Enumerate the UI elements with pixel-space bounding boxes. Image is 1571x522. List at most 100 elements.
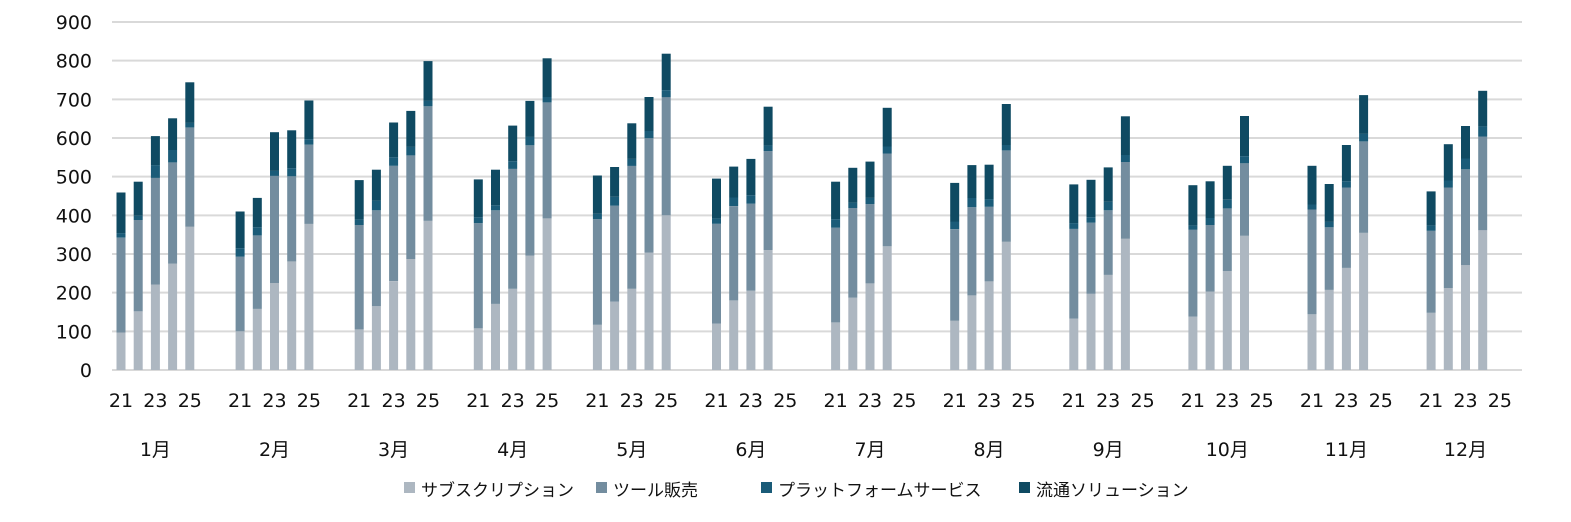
bar-2月-23-サブスクリプション	[270, 283, 279, 370]
bar-5月-22-ツール販売	[610, 205, 620, 302]
bar-3月-23-流通ソリューション	[389, 122, 399, 158]
bar-9月-21-ツール販売	[1069, 228, 1079, 319]
x-year-label-1月-25: 25	[178, 390, 202, 412]
bar-6月-22-流通ソリューション	[729, 166, 739, 198]
bar-6月-21-プラットフォームサービス	[712, 218, 721, 224]
bar-6月-24-プラットフォームサービス	[763, 145, 773, 152]
bar-9月-22-流通ソリューション	[1086, 179, 1096, 218]
bar-7月-21-ツール販売	[831, 227, 841, 323]
bar-8月-24-サブスクリプション	[1001, 241, 1011, 370]
bar-12月-23-流通ソリューション	[1461, 126, 1470, 159]
y-axis: 0 100 200 300 400 500 600 700 800 900	[56, 12, 92, 382]
y-tick-label-400: 400	[56, 205, 92, 227]
bar-1月-21-流通ソリューション	[116, 192, 126, 234]
bar-3月-25-ツール販売	[423, 106, 433, 221]
bar-12月-21-流通ソリューション	[1426, 191, 1436, 226]
bar-1月-21-ツール販売	[116, 237, 126, 333]
y-tick-label-100: 100	[56, 321, 92, 343]
bar-4月-25-サブスクリプション	[542, 218, 552, 370]
bar-12月-24-ツール販売	[1478, 136, 1488, 231]
bar-3月-23-プラットフォームサービス	[389, 157, 399, 166]
x-year-label-4月-25: 25	[535, 390, 559, 412]
x-year-label-10月-25: 25	[1250, 390, 1274, 412]
bar-6月-21-ツール販売	[712, 223, 721, 324]
x-month-label-5月: 5月	[616, 439, 647, 461]
bar-2月-21-ツール販売	[235, 256, 245, 332]
bar-2月-23-ツール販売	[270, 175, 279, 283]
x-year-label-7月-25: 25	[892, 390, 916, 412]
bar-9月-22-サブスクリプション	[1086, 293, 1096, 370]
bar-3月-24-プラットフォームサービス	[406, 146, 416, 156]
bar-2月-25-プラットフォームサービス	[304, 139, 314, 145]
bar-1月-23-サブスクリプション	[150, 284, 160, 370]
x-year-label-2月-25: 25	[297, 390, 321, 412]
bar-1月-24-プラットフォームサービス	[168, 150, 178, 163]
bar-7月-23-ツール販売	[865, 204, 875, 284]
bar-4月-22-ツール販売	[491, 210, 500, 304]
bar-5月-25-プラットフォームサービス	[661, 90, 671, 98]
bar-4月-21-プラットフォームサービス	[473, 217, 483, 224]
bar-2月-23-プラットフォームサービス	[270, 170, 279, 176]
bar-4月-22-サブスクリプション	[491, 303, 500, 370]
bar-11月-22-ツール販売	[1324, 227, 1334, 290]
x-month-label-4月: 4月	[497, 439, 528, 461]
bar-8月-22-プラットフォームサービス	[967, 197, 977, 208]
bar-10月-22-ツール販売	[1205, 225, 1215, 292]
bar-8月-24-プラットフォームサービス	[1001, 145, 1011, 151]
bar-9月-22-プラットフォームサービス	[1086, 217, 1096, 223]
x-year-label-12月-21: 21	[1419, 390, 1443, 412]
legend-swatch-1	[596, 482, 607, 493]
bar-1月-22-ツール販売	[133, 220, 143, 312]
bar-12月-22-流通ソリューション	[1443, 144, 1453, 181]
bar-2月-25-流通ソリューション	[304, 100, 314, 140]
bar-9月-23-プラットフォームサービス	[1103, 201, 1113, 211]
bar-6月-24-流通ソリューション	[763, 106, 773, 146]
bar-4月-22-流通ソリューション	[491, 169, 500, 206]
x-year-label-2月-23: 23	[262, 390, 286, 412]
legend-swatch-0	[404, 482, 415, 493]
bar-6月-21-サブスクリプション	[712, 323, 721, 370]
legend-label-3: 流通ソリューション	[1036, 481, 1189, 501]
bar-11月-23-ツール販売	[1341, 187, 1351, 268]
x-year-label-6月-21: 21	[704, 390, 728, 412]
bar-12月-22-ツール販売	[1443, 187, 1453, 288]
bar-2月-21-流通ソリューション	[235, 211, 245, 249]
bar-3月-22-サブスクリプション	[371, 306, 381, 370]
bar-9月-23-ツール販売	[1103, 210, 1113, 275]
x-month-label-2月: 2月	[259, 439, 290, 461]
bar-6月-24-サブスクリプション	[763, 250, 773, 370]
x-month-label-3月: 3月	[378, 439, 409, 461]
bar-1月-24-流通ソリューション	[168, 118, 178, 150]
x-year-label-1月-21: 21	[109, 390, 133, 412]
x-year-label-3月-21: 21	[347, 390, 371, 412]
bar-9月-24-流通ソリューション	[1120, 116, 1130, 155]
bar-2月-22-プラットフォームサービス	[252, 227, 262, 236]
x-year-label-11月-25: 25	[1369, 390, 1393, 412]
bar-7月-22-ツール販売	[848, 208, 858, 298]
bar-6月-22-サブスクリプション	[729, 300, 739, 370]
bar-1月-25-ツール販売	[185, 127, 195, 227]
bar-11月-24-ツール販売	[1359, 141, 1369, 233]
y-tick-label-800: 800	[56, 51, 92, 73]
y-tick-label-600: 600	[56, 128, 92, 150]
bar-5月-23-ツール販売	[627, 165, 637, 289]
bar-8月-21-流通ソリューション	[950, 182, 960, 222]
bar-3月-24-サブスクリプション	[406, 259, 416, 370]
bar-7月-22-プラットフォームサービス	[848, 202, 858, 208]
legend-label-0: サブスクリプション	[421, 480, 574, 501]
bar-4月-21-サブスクリプション	[473, 328, 483, 370]
bar-8月-24-ツール販売	[1001, 150, 1011, 242]
bar-12月-22-サブスクリプション	[1443, 288, 1453, 370]
x-year-label-7月-23: 23	[858, 390, 882, 412]
bar-1月-22-流通ソリューション	[133, 181, 143, 216]
x-year-label-10月-21: 21	[1181, 390, 1205, 412]
bar-11月-21-流通ソリューション	[1307, 165, 1317, 205]
bar-4月-25-プラットフォームサービス	[542, 97, 552, 103]
bar-4月-21-ツール販売	[473, 223, 483, 329]
bar-6月-22-プラットフォームサービス	[729, 197, 739, 206]
x-year-label-9月-23: 23	[1096, 390, 1120, 412]
bar-1月-22-プラットフォームサービス	[133, 215, 143, 220]
bar-1月-25-流通ソリューション	[185, 82, 195, 123]
bar-11月-24-流通ソリューション	[1359, 95, 1369, 134]
